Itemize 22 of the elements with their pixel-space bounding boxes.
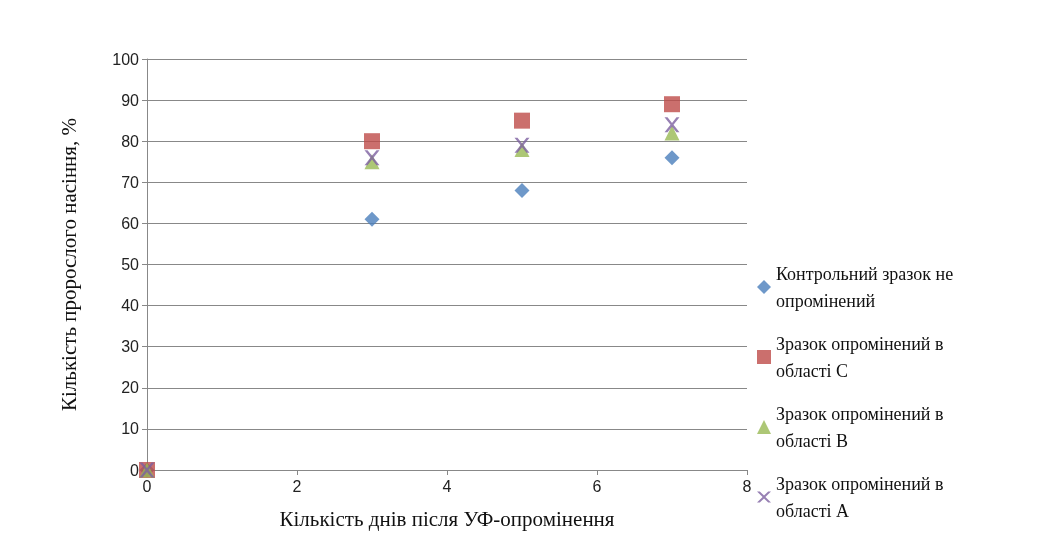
- x-tick-label: 0: [142, 477, 152, 495]
- x-tick-label: 6: [592, 477, 602, 495]
- y-tick-label: 90: [121, 91, 140, 109]
- y-tick-label: 40: [121, 297, 140, 315]
- x-tick-label: 8: [742, 477, 752, 495]
- y-tick-label: 50: [121, 256, 140, 273]
- legend-label: Зразок опромінений в області В: [776, 403, 944, 451]
- y-tick-label: 80: [121, 132, 140, 150]
- y-tick-label: 100: [112, 50, 140, 68]
- y-tick-label: 0: [130, 461, 140, 479]
- legend-label: Зразок опромінений в області А: [776, 473, 944, 521]
- y-tick-label: 70: [121, 173, 140, 191]
- y-tick-label: 10: [121, 420, 140, 438]
- x-tick-label: 2: [292, 477, 302, 495]
- y-tick-label: 20: [121, 379, 140, 397]
- legend-label: Контрольний зразок не опромінений: [776, 263, 954, 311]
- x-axis-title: Кількість днів після УФ-опромінення: [279, 506, 615, 531]
- y-tick-label: 60: [121, 214, 140, 232]
- legend-label: Зразок опромінений в області С: [776, 333, 944, 381]
- y-axis-title: Кількість пророслого насіння, %: [56, 117, 81, 412]
- x-tick-label: 4: [442, 477, 452, 495]
- y-tick-label: 30: [121, 338, 140, 356]
